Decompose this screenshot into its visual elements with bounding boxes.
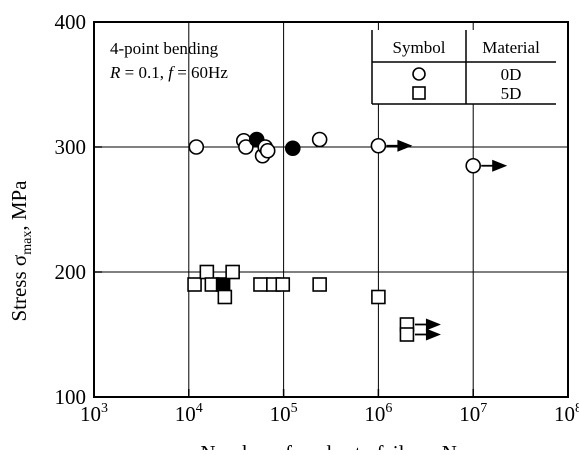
- square-point-0: [187, 277, 202, 292]
- circle-point-7: [284, 140, 301, 157]
- y-tick-labels: 100 200 300 400: [55, 10, 87, 409]
- data-points: [187, 131, 482, 342]
- runout-arrow-head: [425, 328, 441, 341]
- circle-point-9: [370, 137, 387, 154]
- legend-box: [370, 30, 556, 104]
- x-tick-label-6: 106: [364, 401, 392, 426]
- y-tick-label-300: 300: [55, 135, 87, 159]
- x-tick-label-3: 103: [80, 401, 108, 426]
- square-point-4: [217, 289, 233, 305]
- square-point-3: [215, 277, 231, 292]
- square-point-6: [253, 277, 268, 292]
- y-tick-label-100: 100: [55, 385, 87, 409]
- square-point-10: [371, 289, 386, 305]
- legend-marker-circle: [412, 67, 426, 81]
- square-point-9: [312, 277, 327, 292]
- legend-material-0d: 0D: [501, 65, 522, 84]
- x-tick-label-5: 105: [270, 401, 298, 426]
- circle-point-8: [311, 131, 328, 148]
- legend-marker-square: [412, 86, 426, 100]
- x-tick-label-8: 108: [554, 401, 579, 426]
- circle-point-6: [259, 142, 276, 159]
- y-tick-label-400: 400: [55, 10, 87, 34]
- square-point-8: [275, 277, 291, 292]
- legend-material-5d: 5D: [501, 84, 522, 103]
- circle-point-10: [465, 157, 482, 174]
- runout-arrows: [386, 139, 508, 341]
- x-tick-label-7: 107: [459, 401, 487, 426]
- x-axis-title: Number of cycles to failure, Nf: [200, 441, 462, 450]
- square-point-5: [225, 264, 240, 280]
- axis-ticks: [93, 21, 569, 398]
- runout-arrow-head: [397, 139, 413, 152]
- square-point-12: [399, 327, 415, 342]
- y-tick-label-200: 200: [55, 260, 87, 284]
- test-conditions-annotation: 4-point bending R = 0.1, f = 60Hz: [109, 39, 228, 82]
- legend-header-symbol: Symbol: [393, 38, 446, 57]
- square-point-1: [199, 264, 215, 280]
- x-tick-label-4: 104: [175, 401, 203, 426]
- circle-point-2: [238, 139, 254, 155]
- runout-arrow-head: [492, 159, 508, 172]
- legend-header-material: Material: [482, 38, 540, 57]
- annotation-line-2: R = 0.1, f = 60Hz: [109, 63, 228, 82]
- circle-point-0: [188, 139, 205, 155]
- y-axis-title: Stress σmax, MPa: [7, 180, 35, 322]
- runout-arrow-head: [425, 318, 441, 331]
- plot-area-frame: [93, 21, 569, 398]
- x-tick-labels: 103 104 105 106 107 108: [80, 401, 579, 426]
- annotation-line-1: 4-point bending: [110, 39, 219, 58]
- legend-table: Symbol Material 0D 5D: [370, 30, 556, 105]
